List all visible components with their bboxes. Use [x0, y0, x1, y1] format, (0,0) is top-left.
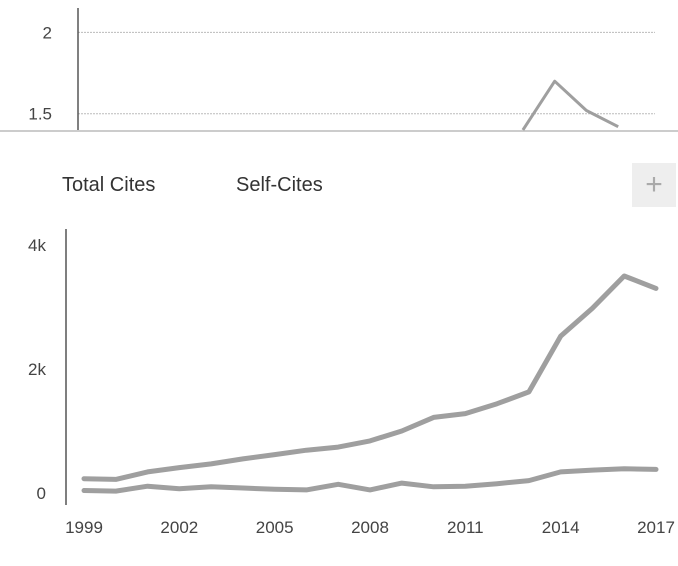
total-cites-line — [81, 273, 659, 482]
x-tick-label: 2011 — [447, 518, 484, 537]
legend-total-cites[interactable]: Total Cites — [62, 174, 156, 196]
x-tick-label: 2008 — [351, 518, 389, 537]
y-tick-label: 2k — [28, 360, 46, 379]
plus-icon: + — [645, 168, 663, 201]
cites-chart: 4k 2k 0 1999 2002 2005 2008 2011 2014 2017 — [28, 229, 675, 537]
y-tick-label: 4k — [28, 236, 46, 255]
add-button[interactable]: + — [632, 163, 676, 207]
upper-chart: 21.5 — [0, 8, 678, 132]
x-tick-label: 2014 — [542, 518, 580, 537]
upper-y-tick-label: 2 — [43, 23, 52, 42]
x-tick-label: 2017 — [637, 518, 675, 537]
x-tick-label: 2005 — [256, 518, 294, 537]
x-tick-label: 2002 — [160, 518, 198, 537]
legend-self-cites[interactable]: Self-Cites — [236, 174, 323, 196]
y-tick-label: 0 — [37, 484, 46, 503]
self-cites-line — [81, 466, 659, 494]
upper-y-tick-label: 1.5 — [28, 105, 52, 124]
x-tick-label: 1999 — [65, 518, 103, 537]
upper-series-line — [521, 79, 619, 131]
